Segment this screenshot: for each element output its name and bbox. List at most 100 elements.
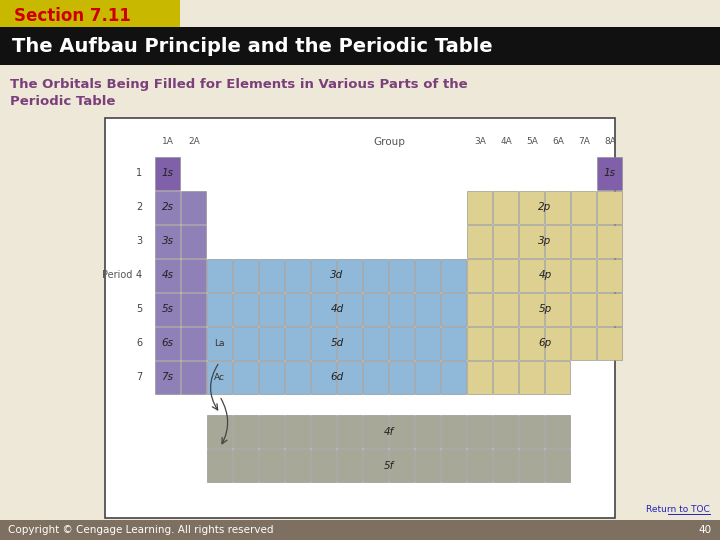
Text: 7A: 7A — [578, 138, 590, 146]
Bar — [207, 259, 232, 292]
Bar — [207, 361, 232, 394]
Bar — [285, 259, 310, 292]
Bar — [597, 225, 622, 258]
Bar — [259, 415, 284, 448]
Bar — [467, 191, 492, 224]
Bar — [571, 327, 596, 360]
Bar — [545, 259, 570, 292]
Bar — [519, 449, 544, 482]
Bar — [207, 293, 232, 326]
Bar — [545, 361, 570, 394]
Text: 5s: 5s — [161, 305, 174, 314]
Text: Ac: Ac — [214, 373, 225, 382]
Bar — [519, 225, 544, 258]
Text: 2: 2 — [136, 202, 142, 213]
Bar — [311, 259, 336, 292]
Bar — [0, 27, 720, 65]
Bar — [285, 327, 310, 360]
Text: 4p: 4p — [539, 271, 552, 280]
Text: La: La — [215, 339, 225, 348]
Bar — [155, 259, 180, 292]
Text: 3s: 3s — [161, 237, 174, 246]
Bar — [207, 449, 232, 482]
Bar — [467, 415, 492, 448]
Text: 4f: 4f — [384, 427, 394, 437]
Text: 1: 1 — [136, 168, 142, 179]
Bar — [493, 415, 518, 448]
Bar — [363, 361, 388, 394]
Bar — [389, 293, 414, 326]
Text: 3A: 3A — [474, 138, 486, 146]
Text: The Aufbau Principle and the Periodic Table: The Aufbau Principle and the Periodic Ta… — [12, 37, 492, 56]
Bar — [233, 449, 258, 482]
Text: Copyright © Cengage Learning. All rights reserved: Copyright © Cengage Learning. All rights… — [8, 525, 274, 535]
Bar — [493, 293, 518, 326]
Bar — [155, 361, 180, 394]
Bar — [545, 415, 570, 448]
Bar — [311, 327, 336, 360]
Bar — [285, 415, 310, 448]
Bar — [233, 259, 258, 292]
Text: 1s: 1s — [161, 168, 174, 179]
Bar — [233, 361, 258, 394]
Bar — [207, 415, 232, 448]
Bar — [571, 293, 596, 326]
Bar — [415, 327, 440, 360]
Bar — [181, 361, 206, 394]
Bar — [389, 361, 414, 394]
Bar — [545, 225, 570, 258]
Bar — [597, 157, 622, 190]
Bar — [519, 191, 544, 224]
Text: 8A: 8A — [604, 138, 616, 146]
Bar — [597, 259, 622, 292]
Bar — [467, 293, 492, 326]
Text: 5: 5 — [136, 305, 142, 314]
Bar — [285, 361, 310, 394]
Text: 2A: 2A — [188, 138, 200, 146]
Bar — [311, 449, 336, 482]
Bar — [337, 449, 362, 482]
Bar — [415, 361, 440, 394]
Text: 40: 40 — [699, 525, 712, 535]
Text: 3d: 3d — [330, 271, 343, 280]
Bar — [571, 225, 596, 258]
Bar — [155, 327, 180, 360]
Text: 6d: 6d — [330, 373, 343, 382]
Bar — [363, 415, 388, 448]
Bar — [519, 361, 544, 394]
Bar — [467, 327, 492, 360]
Bar — [493, 259, 518, 292]
Text: 5A: 5A — [526, 138, 538, 146]
Text: 4A: 4A — [500, 138, 512, 146]
Bar — [389, 327, 414, 360]
Bar — [233, 293, 258, 326]
Text: The Orbitals Being Filled for Elements in Various Parts of the
Periodic Table: The Orbitals Being Filled for Elements i… — [10, 78, 467, 108]
Bar — [415, 415, 440, 448]
Text: 6: 6 — [136, 339, 142, 348]
Bar — [155, 157, 180, 190]
Text: 2p: 2p — [539, 202, 552, 213]
Bar — [337, 361, 362, 394]
Bar — [181, 327, 206, 360]
Bar — [493, 327, 518, 360]
Bar — [181, 259, 206, 292]
Bar — [467, 225, 492, 258]
Text: Group: Group — [373, 137, 405, 147]
Bar — [467, 259, 492, 292]
Bar — [571, 191, 596, 224]
Text: 1A: 1A — [162, 138, 174, 146]
Text: 1s: 1s — [603, 168, 616, 179]
Text: 6p: 6p — [539, 339, 552, 348]
Bar — [571, 259, 596, 292]
Text: 6A: 6A — [552, 138, 564, 146]
Bar — [545, 191, 570, 224]
Bar — [259, 327, 284, 360]
Bar — [467, 361, 492, 394]
Text: 2s: 2s — [161, 202, 174, 213]
Bar — [441, 361, 466, 394]
Bar — [363, 293, 388, 326]
Text: 4: 4 — [136, 271, 142, 280]
Text: 5f: 5f — [384, 461, 394, 471]
Bar — [493, 449, 518, 482]
Text: Section 7.11: Section 7.11 — [14, 7, 131, 25]
